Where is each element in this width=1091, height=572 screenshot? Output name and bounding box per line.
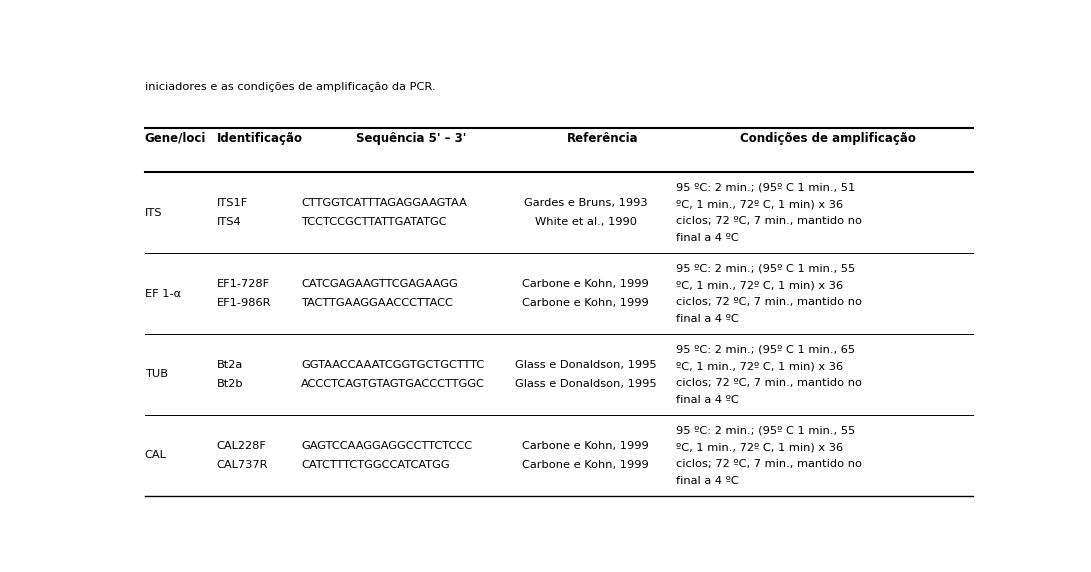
Text: Gardes e Bruns, 1993: Gardes e Bruns, 1993 bbox=[524, 198, 648, 208]
Text: ACCCTCAGTGTAGTGACCCTTGGC: ACCCTCAGTGTAGTGACCCTTGGC bbox=[301, 379, 485, 389]
Text: GAGTCCAAGGAGGCCTTCTCCC: GAGTCCAAGGAGGCCTTCTCCC bbox=[301, 441, 472, 451]
Text: Glass e Donaldson, 1995: Glass e Donaldson, 1995 bbox=[515, 379, 657, 389]
Text: TCCTCCGCTTATTGATATGC: TCCTCCGCTTATTGATATGC bbox=[301, 217, 447, 227]
Text: ITS: ITS bbox=[145, 208, 163, 217]
Text: ciclos; 72 ºC, 7 min., mantido no: ciclos; 72 ºC, 7 min., mantido no bbox=[675, 216, 862, 226]
Text: CATCTTTCTGGCCATCATGG: CATCTTTCTGGCCATCATGG bbox=[301, 460, 449, 470]
Text: 95 ºC: 2 min.; (95º C 1 min., 55: 95 ºC: 2 min.; (95º C 1 min., 55 bbox=[675, 426, 855, 435]
Text: ciclos; 72 ºC, 7 min., mantido no: ciclos; 72 ºC, 7 min., mantido no bbox=[675, 459, 862, 469]
Text: ºC, 1 min., 72º C, 1 min) x 36: ºC, 1 min., 72º C, 1 min) x 36 bbox=[675, 280, 843, 290]
Text: 95 ºC: 2 min.; (95º C 1 min., 51: 95 ºC: 2 min.; (95º C 1 min., 51 bbox=[675, 182, 855, 193]
Text: Condições de amplificação: Condições de amplificação bbox=[740, 132, 916, 145]
Text: ITS4: ITS4 bbox=[217, 217, 241, 227]
Text: final a 4 ºC: final a 4 ºC bbox=[675, 233, 739, 243]
Text: ciclos; 72 ºC, 7 min., mantido no: ciclos; 72 ºC, 7 min., mantido no bbox=[675, 378, 862, 388]
Text: Sequência 5' – 3': Sequência 5' – 3' bbox=[356, 132, 466, 145]
Text: Carbone e Kohn, 1999: Carbone e Kohn, 1999 bbox=[523, 298, 649, 308]
Text: ºC, 1 min., 72º C, 1 min) x 36: ºC, 1 min., 72º C, 1 min) x 36 bbox=[675, 442, 843, 452]
Text: ITS1F: ITS1F bbox=[217, 198, 248, 208]
Text: Identificação: Identificação bbox=[217, 132, 302, 145]
Text: TACTTGAAGGAACCCTTACC: TACTTGAAGGAACCCTTACC bbox=[301, 298, 453, 308]
Text: Bt2b: Bt2b bbox=[217, 379, 243, 389]
Text: Carbone e Kohn, 1999: Carbone e Kohn, 1999 bbox=[523, 441, 649, 451]
Text: EF1-986R: EF1-986R bbox=[217, 298, 272, 308]
Text: ciclos; 72 ºC, 7 min., mantido no: ciclos; 72 ºC, 7 min., mantido no bbox=[675, 297, 862, 307]
Text: Bt2a: Bt2a bbox=[217, 360, 243, 370]
Text: ºC, 1 min., 72º C, 1 min) x 36: ºC, 1 min., 72º C, 1 min) x 36 bbox=[675, 199, 843, 209]
Text: TUB: TUB bbox=[145, 370, 168, 379]
Text: iniciadores e as condições de amplificação da PCR.: iniciadores e as condições de amplificaç… bbox=[145, 82, 435, 92]
Text: Carbone e Kohn, 1999: Carbone e Kohn, 1999 bbox=[523, 279, 649, 289]
Text: EF1-728F: EF1-728F bbox=[217, 279, 269, 289]
Text: White et al., 1990: White et al., 1990 bbox=[535, 217, 637, 227]
Text: final a 4 ºC: final a 4 ºC bbox=[675, 395, 739, 404]
Text: final a 4 ºC: final a 4 ºC bbox=[675, 475, 739, 486]
Text: Carbone e Kohn, 1999: Carbone e Kohn, 1999 bbox=[523, 460, 649, 470]
Text: CATCGAGAAGTTCGAGAAGG: CATCGAGAAGTTCGAGAAGG bbox=[301, 279, 458, 289]
Text: Referência: Referência bbox=[566, 132, 638, 145]
Text: CAL: CAL bbox=[145, 450, 167, 460]
Text: Gene/loci: Gene/loci bbox=[145, 132, 206, 145]
Text: CAL228F: CAL228F bbox=[217, 441, 266, 451]
Text: CAL737R: CAL737R bbox=[217, 460, 268, 470]
Text: Glass e Donaldson, 1995: Glass e Donaldson, 1995 bbox=[515, 360, 657, 370]
Text: 95 ºC: 2 min.; (95º C 1 min., 55: 95 ºC: 2 min.; (95º C 1 min., 55 bbox=[675, 264, 855, 273]
Text: 95 ºC: 2 min.; (95º C 1 min., 65: 95 ºC: 2 min.; (95º C 1 min., 65 bbox=[675, 344, 855, 355]
Text: ºC, 1 min., 72º C, 1 min) x 36: ºC, 1 min., 72º C, 1 min) x 36 bbox=[675, 361, 843, 371]
Text: EF 1-α: EF 1-α bbox=[145, 288, 181, 299]
Text: final a 4 ºC: final a 4 ºC bbox=[675, 313, 739, 324]
Text: GGTAACCAAATCGGTGCTGCTTTC: GGTAACCAAATCGGTGCTGCTTTC bbox=[301, 360, 484, 370]
Text: CTTGGTCATTTAGAGGAAGTAA: CTTGGTCATTTAGAGGAAGTAA bbox=[301, 198, 467, 208]
